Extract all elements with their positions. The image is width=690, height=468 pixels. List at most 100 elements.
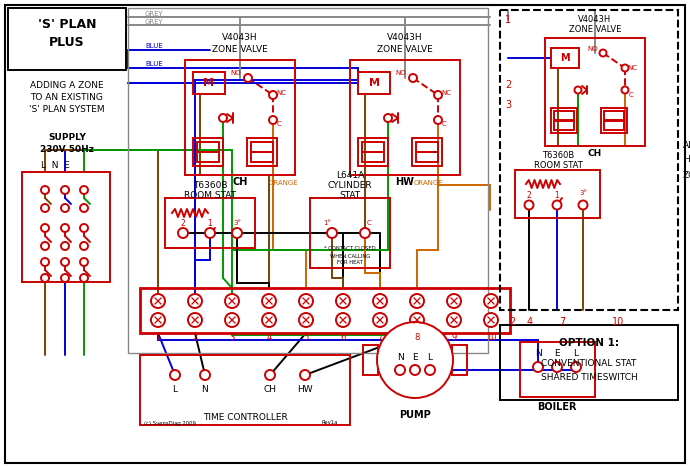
Text: CYLINDER: CYLINDER (328, 182, 373, 190)
Text: NO: NO (588, 46, 598, 52)
Text: 2: 2 (505, 80, 511, 90)
Text: BLUE: BLUE (145, 43, 163, 49)
Text: SHARED TIMESWITCH: SHARED TIMESWITCH (541, 373, 638, 381)
Bar (363, 345, 378, 375)
Circle shape (41, 204, 49, 212)
Text: OPTION 1:: OPTION 1: (559, 338, 619, 348)
Circle shape (61, 224, 69, 232)
Circle shape (373, 313, 387, 327)
Text: V4043H: V4043H (578, 15, 611, 24)
Bar (416, 142, 438, 152)
Circle shape (61, 274, 69, 282)
Circle shape (553, 200, 562, 210)
Text: 1: 1 (505, 15, 511, 25)
Text: FOR HEAT: FOR HEAT (337, 261, 363, 265)
Text: HW: HW (395, 177, 415, 187)
Circle shape (61, 258, 69, 266)
Circle shape (336, 294, 350, 308)
Circle shape (61, 186, 69, 194)
Text: 4: 4 (527, 317, 533, 327)
Text: L  N  E: L N E (41, 161, 70, 169)
Text: BLUE: BLUE (145, 61, 163, 67)
Text: STAT: STAT (339, 191, 361, 200)
Circle shape (61, 204, 69, 212)
Bar (310, 198, 390, 268)
Circle shape (447, 313, 461, 327)
Circle shape (262, 313, 276, 327)
Circle shape (80, 258, 88, 266)
Circle shape (200, 370, 210, 380)
Bar (601, 108, 627, 133)
Text: C: C (442, 121, 446, 127)
Circle shape (524, 200, 533, 210)
Text: 6: 6 (340, 334, 346, 343)
Text: BOILER: BOILER (538, 402, 577, 412)
Text: NC: NC (276, 90, 286, 96)
Bar (520, 342, 595, 397)
Bar (358, 72, 390, 94)
Circle shape (41, 224, 49, 232)
Text: CH: CH (233, 177, 248, 187)
Text: L: L (428, 353, 433, 363)
Text: 9: 9 (451, 334, 457, 343)
Text: E: E (554, 350, 560, 358)
Circle shape (377, 322, 453, 398)
Circle shape (410, 294, 424, 308)
Bar (8, 8, 126, 70)
Circle shape (384, 114, 392, 122)
Text: C: C (277, 121, 282, 127)
Text: HEATING: HEATING (683, 155, 690, 164)
Bar (247, 138, 277, 166)
Circle shape (80, 242, 88, 250)
Bar (22, 172, 110, 282)
Bar (197, 142, 219, 152)
Circle shape (575, 87, 582, 94)
Circle shape (299, 294, 313, 308)
Text: L: L (172, 386, 177, 395)
Bar (197, 152, 219, 162)
Circle shape (41, 242, 49, 250)
Circle shape (80, 186, 88, 194)
Circle shape (61, 242, 69, 250)
Text: CONVENTIONAL STAT: CONVENTIONAL STAT (542, 358, 637, 367)
Text: ADDING A ZONE: ADDING A ZONE (30, 80, 104, 89)
Bar (251, 152, 273, 162)
Circle shape (262, 294, 276, 308)
Bar (416, 152, 438, 162)
Bar (193, 138, 223, 166)
Text: 3°: 3° (579, 190, 587, 196)
Circle shape (80, 204, 88, 212)
Bar (165, 198, 255, 248)
Circle shape (205, 228, 215, 238)
Circle shape (360, 228, 370, 238)
Circle shape (80, 274, 88, 282)
Text: 'S' PLAN SYSTEM: 'S' PLAN SYSTEM (29, 104, 105, 114)
Circle shape (447, 294, 461, 308)
Text: NO: NO (230, 70, 241, 76)
Bar (412, 138, 442, 166)
Bar (515, 170, 600, 218)
Circle shape (484, 294, 498, 308)
Text: ZONE VALVE: ZONE VALVE (377, 44, 433, 53)
Circle shape (170, 370, 180, 380)
Text: V4043H: V4043H (222, 34, 258, 43)
Text: 2: 2 (509, 317, 515, 327)
Text: N: N (535, 350, 542, 358)
Text: NO: NO (395, 70, 406, 76)
Bar (554, 121, 574, 130)
Circle shape (434, 116, 442, 124)
Circle shape (80, 224, 88, 232)
Text: PUMP: PUMP (399, 410, 431, 420)
Bar (554, 111, 574, 120)
Text: 10: 10 (486, 334, 496, 343)
Text: 10: 10 (612, 317, 624, 327)
Text: 5: 5 (304, 334, 308, 343)
Circle shape (225, 294, 239, 308)
Text: 3: 3 (505, 100, 511, 110)
Circle shape (269, 116, 277, 124)
Text: PLUS: PLUS (49, 36, 85, 49)
Circle shape (533, 362, 543, 372)
Circle shape (409, 74, 417, 82)
Circle shape (571, 362, 581, 372)
Text: L641A: L641A (336, 171, 364, 181)
